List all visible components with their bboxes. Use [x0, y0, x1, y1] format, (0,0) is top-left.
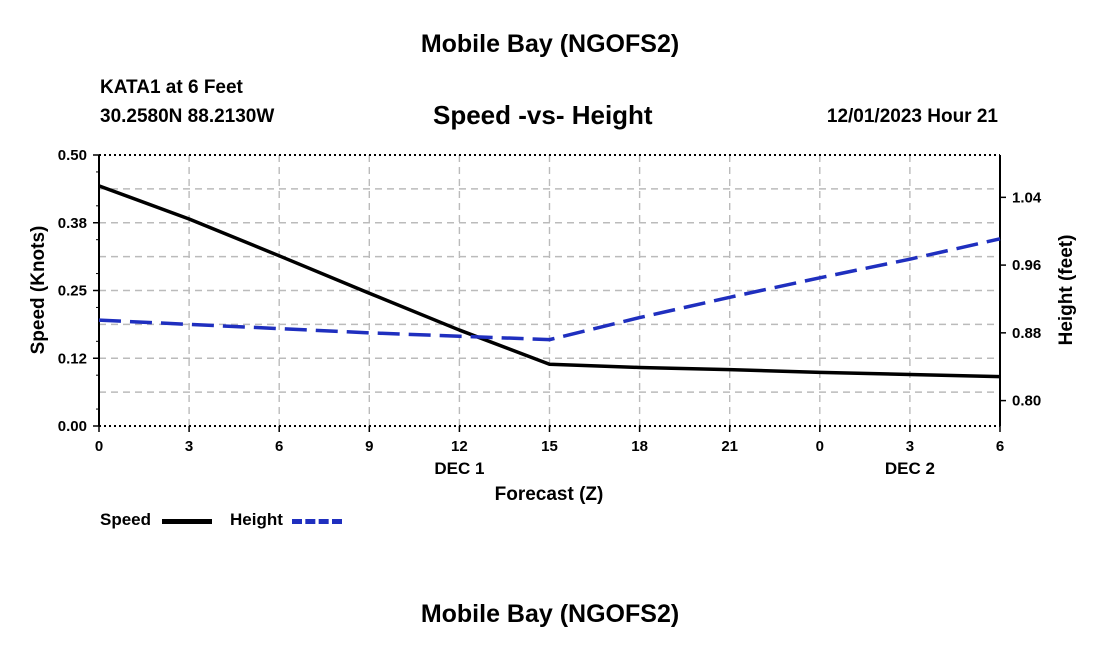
x-tick-label: 3: [185, 438, 193, 455]
x-axis-title: Forecast (Z): [495, 484, 604, 505]
footer-title: Mobile Bay (NGOFS2): [420, 600, 680, 628]
y-tick-label: 0.25: [58, 283, 87, 300]
x-tick-label: 0: [816, 438, 824, 455]
x-tick-label: 6: [275, 438, 283, 455]
x-tick-label: 9: [365, 438, 373, 455]
y-axis-title: Speed (Knots): [28, 226, 49, 355]
x-tick-label: 6: [996, 438, 1004, 455]
station-coords: 30.2580N 88.2130W: [100, 106, 275, 127]
y2-tick-label: 0.80: [1012, 393, 1041, 410]
legend-height-label: Height: [230, 510, 283, 529]
series-layer: [98, 184, 1001, 379]
date-label: DEC 2: [885, 459, 935, 478]
x-tick-label: 0: [95, 438, 103, 455]
chart-title: Speed -vs- Height: [433, 100, 653, 130]
x-tick-label: 3: [906, 438, 914, 455]
y-tick-label: 0.00: [58, 418, 87, 435]
legend-height-swatch: [292, 519, 342, 524]
x-tick-label: 18: [631, 438, 648, 455]
legend-speed-swatch: [162, 519, 212, 524]
x-tick-label: 15: [541, 438, 558, 455]
page-title: Mobile Bay (NGOFS2): [420, 30, 680, 58]
y-tick-label: 0.12: [58, 350, 87, 367]
y-tick-label: 0.38: [58, 215, 87, 232]
grid-layer: [99, 155, 1000, 426]
x-tick-label: 12: [451, 438, 468, 455]
axis-layer: [93, 154, 1006, 432]
station-label: KATA1 at 6 Feet: [100, 77, 243, 98]
label-layer: 0 3 6 9 12 15 18 21 0 3 6 0.00 0.12 0.25 0.38 0.50 0.80 0…: [58, 147, 1042, 478]
y2-tick-label: 1.04: [1012, 189, 1042, 206]
date-label: DEC 1: [434, 459, 484, 478]
y-tick-label: 0.50: [58, 147, 87, 164]
legend-speed-label: Speed: [100, 510, 152, 529]
y2-axis-title: Height (feet): [1056, 235, 1077, 346]
y2-tick-label: 0.88: [1012, 325, 1041, 342]
y2-tick-label: 0.96: [1012, 257, 1041, 274]
forecast-datetime: 12/01/2023 Hour 21: [826, 106, 998, 127]
x-tick-label: 21: [721, 438, 738, 455]
